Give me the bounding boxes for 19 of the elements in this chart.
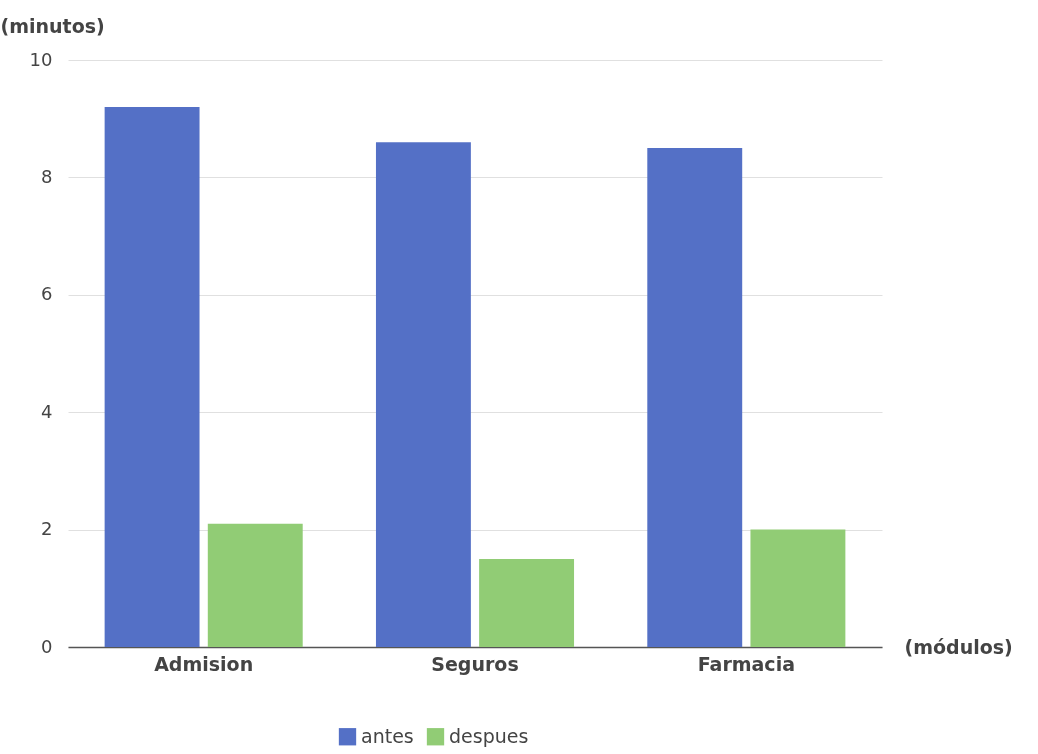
y-tick-label: 2 [41,518,53,540]
bar [207,523,303,647]
x-axis-title: (módulos) [904,635,1013,658]
x-tick-label: Admision [154,652,254,675]
legend-label: despues [449,724,529,747]
bar [479,558,575,647]
bar [104,106,200,647]
legend-label: antes [361,724,414,747]
y-tick-label: 6 [41,283,53,305]
bar [375,142,471,647]
x-tick-label: Seguros [431,652,519,675]
y-tick-label: 10 [29,48,53,70]
y-axis-title: (minutos) [0,14,105,37]
y-tick-label: 0 [41,635,53,657]
y-tick-label: 8 [41,165,53,187]
x-tick-label: Farmacia [697,652,795,675]
bar [750,529,846,647]
y-tick-label: 4 [41,400,53,422]
bar [647,148,743,647]
